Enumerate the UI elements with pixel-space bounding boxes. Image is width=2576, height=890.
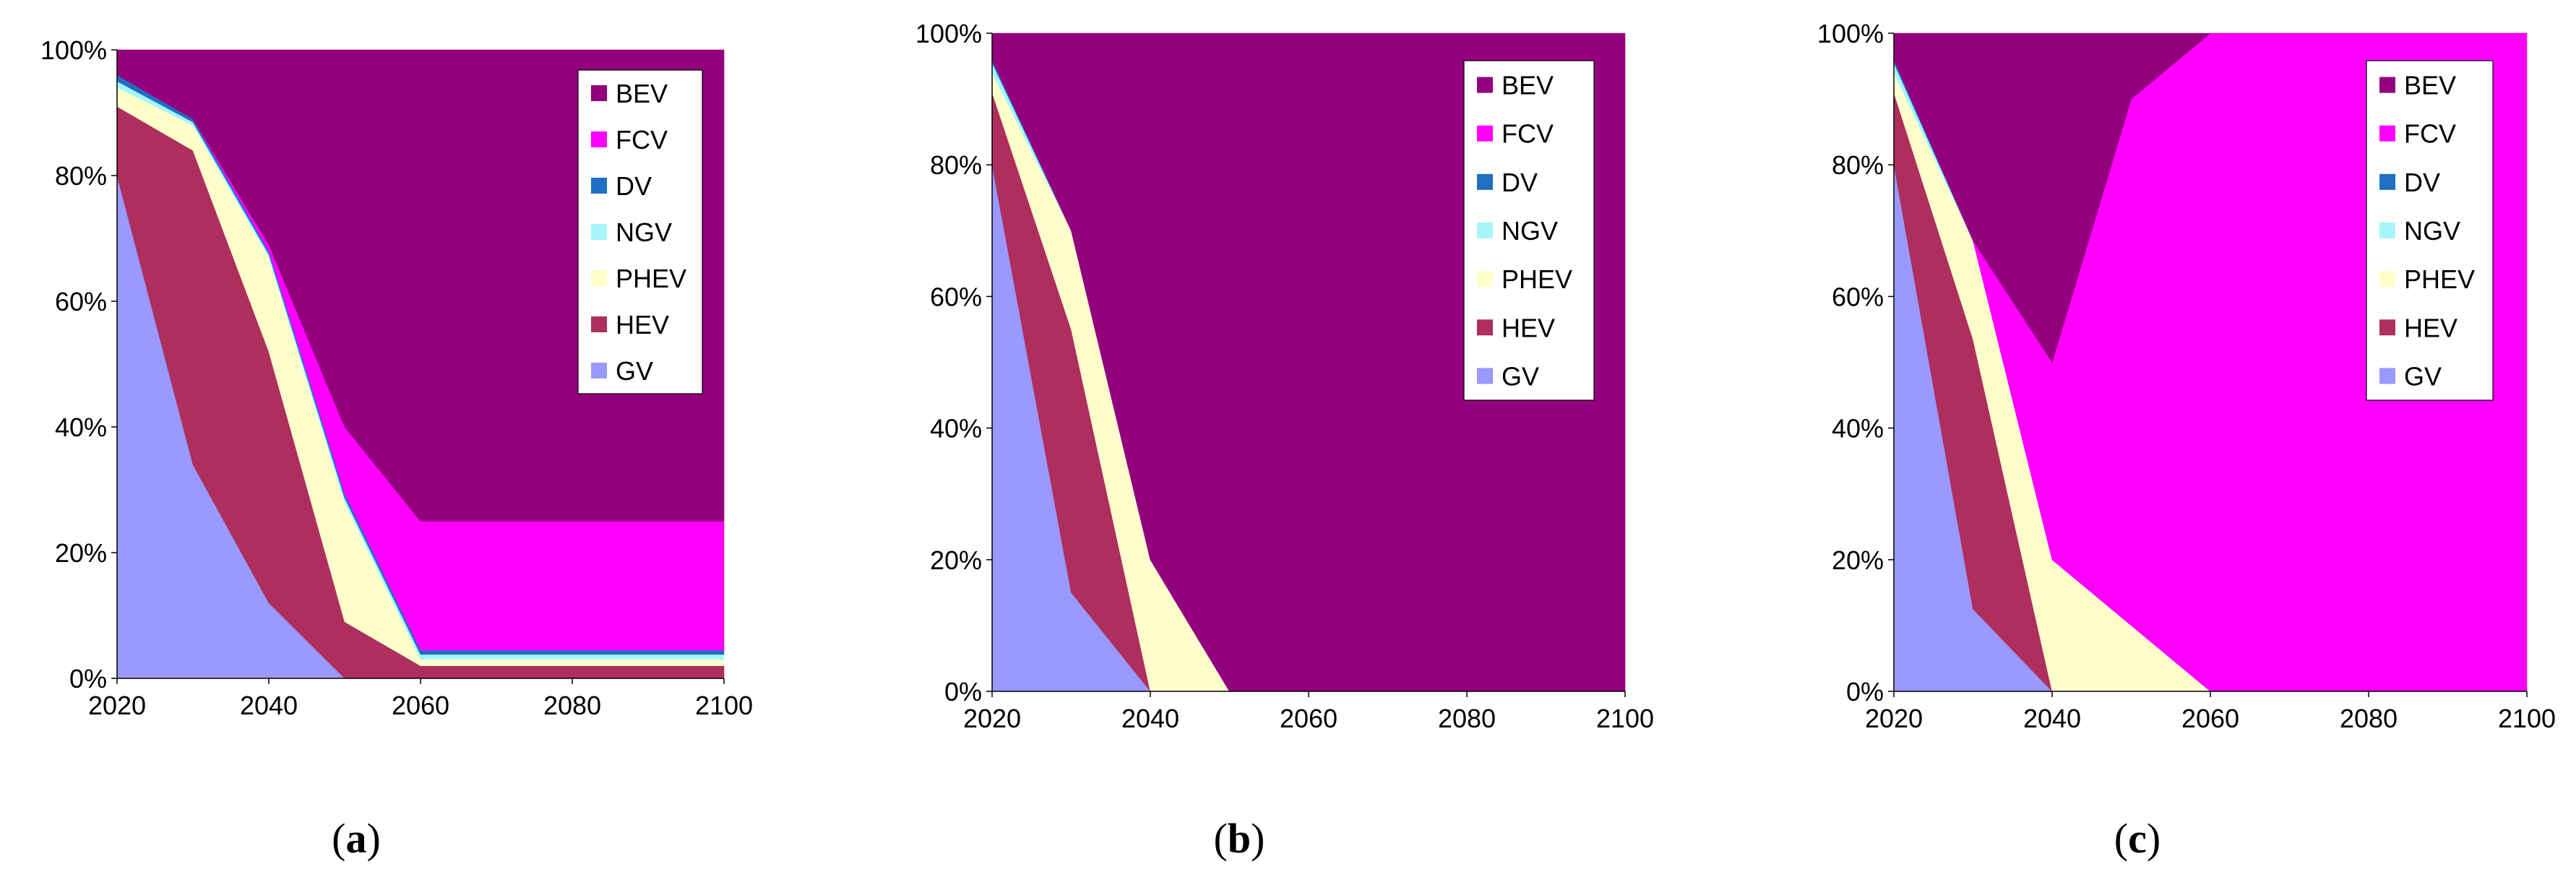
x-tick-label: 2060 (2181, 704, 2239, 733)
legend-swatch-ngv (591, 224, 607, 240)
legend-label-bev: BEV (2404, 71, 2456, 100)
y-tick-label: 80% (930, 150, 982, 180)
legend-swatch-hev (2379, 319, 2395, 336)
caption-c: (c) (2114, 815, 2161, 862)
legend-swatch-hev (1477, 319, 1493, 336)
legend-swatch-dv (1477, 173, 1493, 190)
x-tick-label: 2040 (240, 691, 298, 720)
legend-label-dv: DV (616, 171, 652, 201)
chart-panel-b: 0% 20% 40% 60% 80% 100% 2020 2040 2060 2080 2100 BE… (916, 19, 1654, 733)
legend-swatch-bev (1477, 77, 1493, 93)
legend-label-fcv: FCV (616, 125, 668, 155)
legend-swatch-gv (591, 363, 607, 379)
y-tick-label: 60% (55, 287, 107, 316)
x-tick-label: 2100 (1596, 704, 1654, 733)
legend-label-ngv: NGV (1502, 216, 1558, 246)
x-tick-label: 2080 (1438, 704, 1496, 733)
y-tick-label: 40% (930, 414, 982, 444)
x-tick-label: 2020 (963, 704, 1021, 733)
legend-swatch-bev (2379, 77, 2395, 93)
legend-swatch-gv (1477, 368, 1493, 384)
legend-label-fcv: FCV (2404, 119, 2456, 149)
y-tick-label: 0% (944, 677, 982, 707)
legend-swatch-phev (1477, 271, 1493, 288)
legend-swatch-fcv (2379, 125, 2395, 142)
legend-label-phev: PHEV (2404, 264, 2475, 294)
x-tick-label: 2020 (88, 691, 146, 720)
x-tick-label: 2060 (1280, 704, 1337, 733)
x-tick-label: 2080 (543, 691, 601, 720)
chart-panel-a: 0% 20% 40% 60% 80% 100% 2020 2040 2060 2080 2100 BE… (40, 35, 753, 720)
y-tick-label: 40% (1832, 414, 1884, 444)
x-tick-label: 2060 (392, 691, 449, 720)
y-tick-label: 100% (40, 35, 107, 65)
x-tick-label: 2040 (2023, 704, 2081, 733)
legend-label-hev: HEV (616, 310, 669, 340)
legend-label-ngv: NGV (2404, 216, 2460, 246)
x-tick-label: 2040 (1121, 704, 1179, 733)
legend-swatch-fcv (1477, 125, 1493, 142)
legend-swatch-phev (591, 270, 607, 286)
y-tick-label: 0% (1846, 677, 1884, 707)
legend-label-hev: HEV (2404, 313, 2457, 342)
legend-swatch-phev (2379, 271, 2395, 288)
y-tick-label: 20% (930, 545, 982, 575)
y-tick-label: 40% (55, 412, 107, 442)
caption-b: (b) (1214, 815, 1265, 862)
legend-label-bev: BEV (1502, 71, 1554, 100)
legend-swatch-dv (591, 178, 607, 194)
legend-label-phev: PHEV (1502, 264, 1572, 294)
legend-swatch-ngv (1477, 222, 1493, 238)
legend-swatch-dv (2379, 173, 2395, 190)
legend-swatch-ngv (2379, 222, 2395, 238)
caption-a: (a) (332, 815, 381, 862)
y-tick-label: 80% (55, 161, 107, 191)
y-tick-label: 60% (930, 282, 982, 311)
legend-label-dv: DV (1502, 168, 1538, 197)
legend-label-phev: PHEV (616, 264, 686, 293)
legend-swatch-fcv (591, 131, 607, 147)
x-tick-label: 2020 (1865, 704, 1923, 733)
legend-label-fcv: FCV (1502, 119, 1554, 149)
legend-swatch-gv (2379, 368, 2395, 384)
x-tick-label: 2100 (695, 691, 753, 720)
legend-label-gv: GV (2404, 361, 2442, 391)
y-tick-label: 80% (1832, 150, 1884, 180)
y-tick-label: 20% (1832, 545, 1884, 575)
legend-label-gv: GV (616, 356, 653, 386)
legend-label-hev: HEV (1502, 313, 1555, 342)
y-tick-label: 20% (55, 538, 107, 568)
legend-label-ngv: NGV (616, 217, 672, 247)
y-tick-label: 100% (1817, 19, 1884, 48)
y-tick-label: 100% (916, 19, 982, 48)
legend-label-gv: GV (1502, 361, 1539, 391)
legend-swatch-bev (591, 85, 607, 101)
area-bev (116, 49, 725, 522)
chart-panel-c: 0% 20% 40% 60% 80% 100% 2020 2040 2060 2080 2100 BE… (1817, 19, 2556, 733)
legend-label-dv: DV (2404, 168, 2440, 197)
x-tick-label: 2080 (2340, 704, 2398, 733)
legend-label-bev: BEV (616, 79, 668, 108)
y-tick-label: 60% (1832, 282, 1884, 311)
x-tick-label: 2100 (2498, 704, 2556, 733)
legend-swatch-hev (591, 316, 607, 332)
area-bev (1893, 33, 2527, 363)
y-tick-label: 0% (69, 664, 107, 694)
